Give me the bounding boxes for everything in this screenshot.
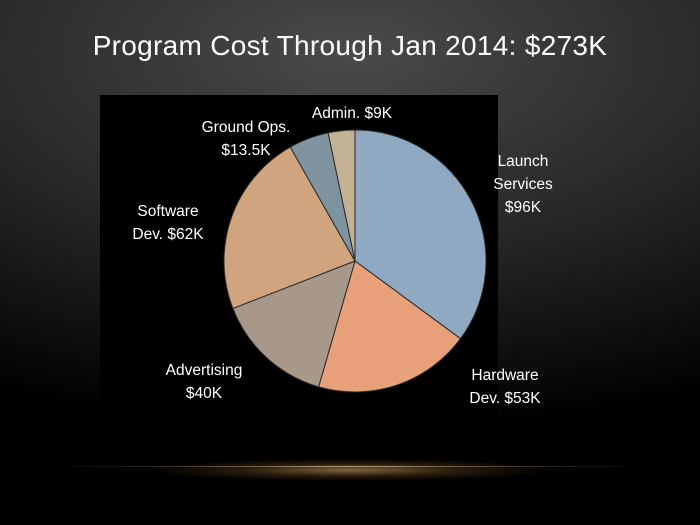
slice-label-ground-ops: Ground Ops. $13.5K (202, 119, 291, 159)
slice-label-launch-services: Launch Services $96K (493, 153, 553, 216)
slice-label-hardware-dev: Hardware Dev. $53K (469, 367, 541, 407)
pie-slice-advertising (232, 260, 356, 388)
slice-label-admin: Admin. $9K (312, 105, 393, 122)
slice-label-advertising: Advertising $40K (166, 362, 243, 402)
floor-glow-line (60, 466, 640, 467)
pie-slice-hardware-dev (318, 260, 462, 393)
slice-label-software-dev: Software Dev. $62K (132, 203, 204, 243)
pie-slice-admin (327, 129, 356, 262)
pie-slice-software-dev (223, 146, 356, 310)
slide-title: Program Cost Through Jan 2014: $273K (92, 30, 608, 61)
floor-glow (80, 455, 620, 485)
pie-slice-launch-services (354, 129, 487, 340)
